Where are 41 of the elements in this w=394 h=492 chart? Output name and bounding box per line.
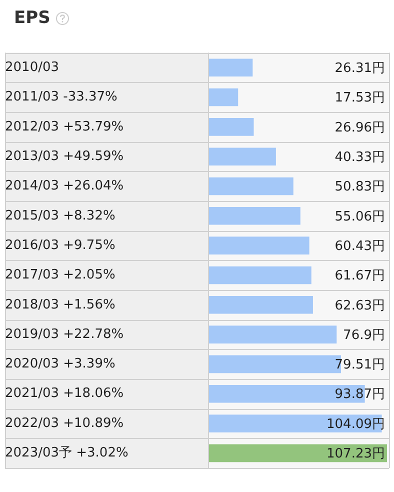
data-label: 40.33円 — [334, 150, 385, 165]
y-tick-label: 2010/03 — [5, 60, 60, 76]
bar — [209, 58, 253, 77]
data-label: 104.09円 — [326, 416, 385, 432]
data-label: 17.53円 — [334, 90, 385, 106]
y-tick-label: 2013/03 +49.59% — [5, 148, 124, 164]
data-label: 93.87円 — [334, 387, 385, 402]
y-tick-label: 2020/03 +3.39% — [5, 356, 116, 372]
data-label: 55.06円 — [334, 209, 385, 224]
y-tick-label: 2019/03 +22.78% — [5, 326, 124, 342]
bar — [209, 207, 300, 225]
y-tick-label: 2022/03 +10.89% — [5, 416, 124, 431]
bar — [209, 177, 294, 196]
y-tick-label: 2014/03 +26.04% — [5, 178, 124, 194]
data-label: 76.9円 — [343, 328, 385, 343]
data-label: 62.63円 — [334, 298, 385, 314]
y-tick-label: 2023/03予 +3.02% — [5, 446, 128, 461]
data-label: 79.51円 — [334, 358, 385, 373]
data-label: 61.67円 — [334, 268, 385, 284]
bar — [209, 118, 254, 136]
data-label: 107.23円 — [326, 446, 385, 462]
y-tick-label: 2016/03 +9.75% — [5, 238, 116, 253]
bar — [209, 296, 313, 314]
bar — [209, 148, 276, 166]
y-tick-label: 2018/03 +1.56% — [5, 297, 116, 312]
bar — [209, 236, 310, 254]
bar — [209, 326, 337, 344]
bar — [209, 444, 387, 462]
data-label: 26.31円 — [334, 61, 385, 76]
y-tick-label: 2012/03 +53.79% — [5, 119, 124, 134]
data-label: 60.43円 — [334, 238, 385, 254]
data-label: 50.83円 — [334, 180, 385, 195]
y-tick-label: 2021/03 +18.06% — [5, 386, 124, 402]
y-tick-label: 2015/03 +8.32% — [5, 208, 116, 224]
y-tick-label: 2017/03 +2.05% — [5, 268, 116, 283]
y-tick-label: 2011/03 -33.37% — [5, 90, 118, 105]
bar — [209, 88, 238, 106]
data-label: 26.96円 — [334, 120, 385, 136]
bar — [209, 266, 312, 284]
text: EPS — [14, 8, 50, 28]
bar — [209, 414, 382, 432]
